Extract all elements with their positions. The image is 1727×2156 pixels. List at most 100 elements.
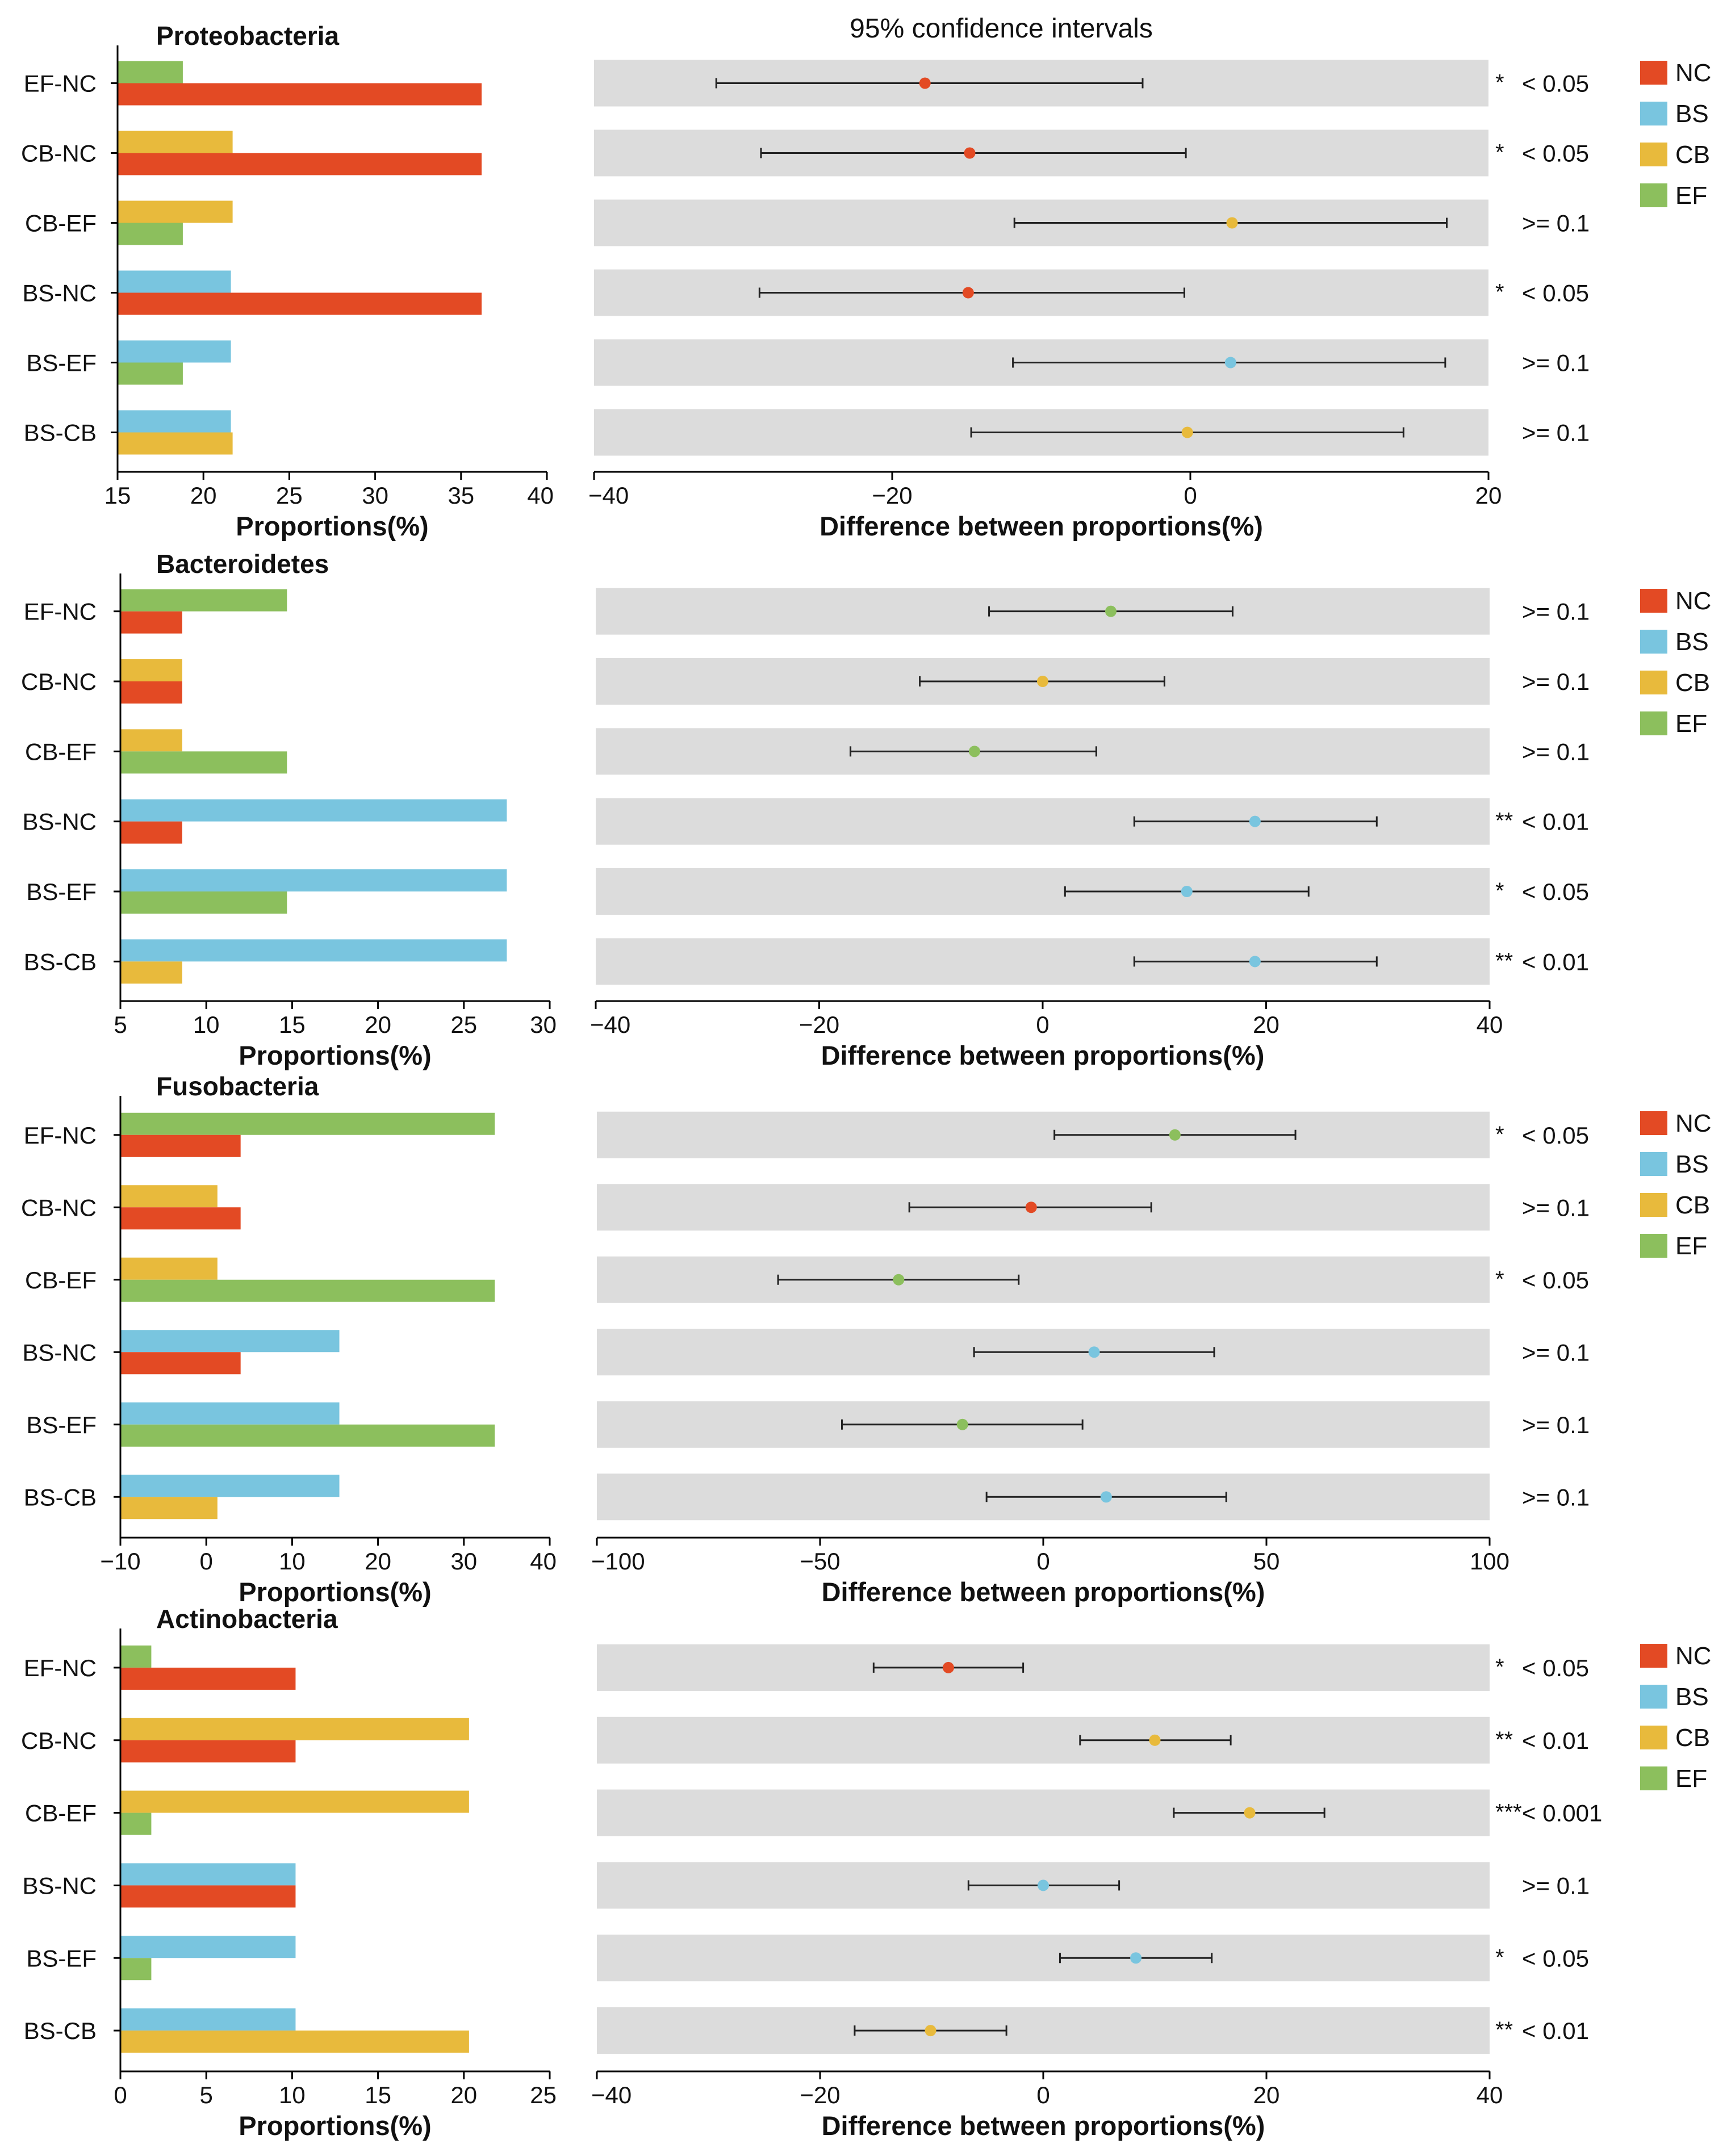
bar-x-tick-label: 15 bbox=[279, 1011, 306, 1038]
bar-ef-nc-nc bbox=[118, 83, 482, 106]
significance-stars: * bbox=[1495, 140, 1504, 165]
bar-x-tick-label: 40 bbox=[530, 1548, 557, 1575]
row-label: CB-NC bbox=[21, 1194, 97, 1221]
row-label: CB-EF bbox=[25, 1800, 97, 1827]
ci-point bbox=[1181, 886, 1193, 897]
ci-x-axis-title: Difference between proportions(%) bbox=[822, 2111, 1265, 2141]
p-value: < 0.05 bbox=[1522, 1267, 1589, 1293]
significance-stars: * bbox=[1495, 70, 1504, 95]
panel-title: Fusobacteria bbox=[156, 1071, 319, 1101]
bar-cb-ef-cb bbox=[120, 729, 182, 752]
bar-cb-ef-cb bbox=[120, 1790, 469, 1813]
bar-x-tick-label: 15 bbox=[365, 2082, 391, 2108]
row-label: EF-NC bbox=[24, 1655, 97, 1681]
legend-label: EF bbox=[1675, 182, 1707, 210]
bar-ef-nc-ef bbox=[120, 589, 287, 612]
legend-label: NC bbox=[1675, 587, 1712, 615]
p-value: < 0.01 bbox=[1522, 1727, 1589, 1754]
p-value: >= 0.1 bbox=[1522, 1339, 1590, 1366]
ci-point bbox=[1105, 605, 1117, 617]
p-value: < 0.05 bbox=[1522, 1945, 1589, 1971]
bar-cb-nc-nc bbox=[118, 153, 482, 175]
p-value: < 0.01 bbox=[1522, 809, 1589, 835]
ci-point bbox=[1244, 1807, 1256, 1819]
ci-point bbox=[1249, 815, 1261, 827]
legend-swatch-bs bbox=[1640, 1152, 1667, 1176]
significance-stars: ** bbox=[1495, 948, 1513, 973]
row-label: BS-NC bbox=[22, 1872, 97, 1899]
p-value: >= 0.1 bbox=[1522, 1872, 1590, 1899]
ci-x-tick-label: 50 bbox=[1253, 1548, 1280, 1575]
bar-bs-cb-bs bbox=[118, 410, 231, 433]
row-label: BS-NC bbox=[22, 280, 97, 307]
bar-bs-nc-nc bbox=[120, 1352, 241, 1375]
ci-x-tick-label: 20 bbox=[1475, 482, 1502, 509]
bar-x-tick-label: 10 bbox=[279, 2082, 306, 2108]
ci-point bbox=[1149, 1734, 1161, 1746]
ci-point bbox=[1100, 1491, 1112, 1503]
row-label: CB-NC bbox=[21, 1727, 97, 1754]
panel-bacteroidetes: Bacteroidetes EF-NC >= 0.1 CB-NC >= 0.1 CB-EF… bbox=[21, 549, 1712, 1070]
legend-swatch-ef bbox=[1640, 183, 1667, 207]
ci-band bbox=[597, 1111, 1490, 1158]
panel-title: Proteobacteria bbox=[156, 21, 340, 51]
ci-x-tick-label: −20 bbox=[872, 482, 912, 509]
bar-x-axis-title: Proportions(%) bbox=[236, 511, 428, 541]
bar-x-tick-label: 25 bbox=[530, 2082, 557, 2108]
legend-swatch-nc bbox=[1640, 1644, 1667, 1668]
ci-x-tick-label: −40 bbox=[590, 1011, 630, 1038]
bar-x-tick-label: 40 bbox=[527, 482, 554, 509]
ci-point bbox=[1224, 357, 1236, 369]
significance-stars: * bbox=[1495, 1945, 1504, 1970]
bar-bs-ef-ef bbox=[120, 891, 287, 914]
bar-ef-nc-nc bbox=[120, 611, 182, 634]
ci-point bbox=[1038, 1879, 1049, 1891]
bar-bs-ef-bs bbox=[120, 869, 507, 891]
ci-x-tick-label: 20 bbox=[1253, 2082, 1280, 2108]
legend-label: EF bbox=[1675, 1232, 1707, 1260]
bar-cb-nc-nc bbox=[120, 1207, 241, 1230]
legend-label: CB bbox=[1675, 1191, 1710, 1219]
p-value: < 0.01 bbox=[1522, 948, 1589, 975]
row-label: BS-EF bbox=[26, 350, 97, 376]
bar-bs-cb-bs bbox=[120, 2008, 296, 2031]
bar-x-tick-label: 30 bbox=[362, 482, 388, 509]
p-value: < 0.05 bbox=[1522, 1122, 1589, 1149]
ci-x-tick-label: 0 bbox=[1036, 1011, 1049, 1038]
legend-label: BS bbox=[1675, 628, 1709, 656]
ci-band bbox=[596, 868, 1490, 915]
row-label: BS-CB bbox=[24, 1484, 97, 1510]
legend-swatch-bs bbox=[1640, 630, 1667, 654]
bar-bs-ef-bs bbox=[120, 1402, 340, 1425]
ci-point bbox=[1249, 956, 1261, 968]
row-label: EF-NC bbox=[24, 1122, 97, 1149]
legend-swatch-ef bbox=[1640, 1234, 1667, 1258]
significance-stars: * bbox=[1495, 1267, 1504, 1292]
ci-point bbox=[1181, 426, 1193, 438]
bar-cb-ef-ef bbox=[120, 1279, 495, 1302]
legend-swatch-cb bbox=[1640, 1726, 1667, 1749]
bar-bs-cb-cb bbox=[118, 432, 233, 455]
bar-cb-nc-cb bbox=[120, 1718, 469, 1740]
legend-label: CB bbox=[1675, 669, 1710, 697]
row-label: BS-CB bbox=[24, 948, 97, 975]
bar-bs-nc-bs bbox=[120, 799, 507, 822]
significance-stars: * bbox=[1495, 1655, 1504, 1680]
significance-stars: * bbox=[1495, 280, 1504, 305]
p-value: < 0.05 bbox=[1522, 70, 1589, 97]
bar-cb-ef-ef bbox=[120, 751, 287, 774]
ci-x-tick-label: 40 bbox=[1477, 2082, 1503, 2108]
bar-x-tick-label: 0 bbox=[200, 1548, 213, 1575]
ci-point bbox=[1037, 676, 1048, 687]
ci-x-tick-label: 20 bbox=[1253, 1011, 1279, 1038]
significance-stars: * bbox=[1495, 878, 1504, 903]
ci-band bbox=[597, 1644, 1490, 1691]
bar-ef-nc-nc bbox=[120, 1667, 296, 1690]
p-value: >= 0.1 bbox=[1522, 598, 1590, 625]
bar-cb-ef-ef bbox=[120, 1812, 152, 1835]
legend-label: NC bbox=[1675, 1642, 1712, 1670]
bar-bs-cb-bs bbox=[120, 1475, 340, 1497]
bar-x-tick-label: 15 bbox=[104, 482, 131, 509]
legend-swatch-cb bbox=[1640, 143, 1667, 166]
bar-x-axis-title: Proportions(%) bbox=[239, 2111, 431, 2141]
